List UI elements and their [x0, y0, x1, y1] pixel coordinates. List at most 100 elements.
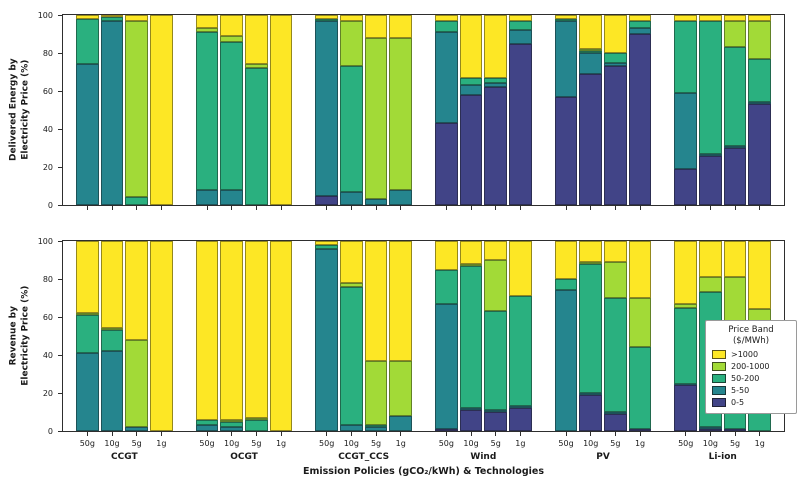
- stacked-bar-ccgt-ccs-50g: [315, 15, 339, 210]
- bar-segment-gt1000: [579, 15, 603, 50]
- x-tick-mark: [639, 432, 641, 436]
- bar-segment-b5-50: [125, 427, 149, 431]
- stacked-bar-ccgt-ccs-5g: 5g: [364, 241, 388, 448]
- bar-segment-b5-50: [554, 20, 578, 97]
- bar-segment-b0-5: [604, 66, 627, 205]
- bar-group-ocgt: 50g 10g 5g 1g OCGT: [192, 241, 297, 462]
- x-tick-label: 50g: [558, 439, 574, 448]
- legend-title-line1: Price Band: [728, 325, 774, 335]
- x-tick-mark: [400, 206, 402, 210]
- x-tick-mark: [111, 206, 113, 210]
- stacked-bar-ccgt-ccs-1g: 1g: [389, 241, 413, 448]
- bar-segment-b5-50: [315, 20, 339, 196]
- bar-segment-gt1000: [723, 15, 747, 21]
- x-tick-label: 5g: [251, 439, 262, 448]
- stacked-bar-ocgt-5g: 5g: [245, 241, 268, 448]
- bar-segment-gt1000: [628, 15, 652, 21]
- stacked-bar-li-ion-5g: [723, 15, 747, 210]
- bar-segment-b5-50: [579, 53, 603, 74]
- bar-segment-gt1000: [195, 241, 219, 420]
- bar-segment-gt1000: [604, 241, 627, 262]
- bar-segment-b200-1000: [125, 20, 149, 198]
- bar-segment-gt1000: [554, 15, 578, 19]
- bar-segment-b0-5: [628, 34, 652, 205]
- bar-segment-b50-200: [674, 307, 698, 384]
- bar-segment-b5-50: [340, 425, 363, 431]
- bar-segment-b200-1000: [340, 20, 363, 67]
- legend-entry-label: 200-1000: [731, 362, 770, 372]
- bar-segment-b200-1000: [579, 49, 603, 52]
- legend: Price Band ($/MWh) >1000 200-1000 50-200 5-…: [705, 320, 797, 415]
- legend-entries: >1000 200-1000 50-200 5-50 0-5: [712, 350, 790, 408]
- bar-segment-gt1000: [699, 241, 722, 278]
- bar-segment-gt1000: [125, 241, 149, 340]
- x-tick-label: 50g: [199, 439, 215, 448]
- x-tick-mark: [445, 206, 447, 210]
- bar-segment-b50-200: [195, 32, 219, 190]
- bar-segment-b0-5: [699, 155, 722, 205]
- bar-segment-b5-50: [674, 383, 698, 386]
- bar-segment-gt1000: [628, 241, 652, 299]
- bar-segment-b0-5: [315, 195, 339, 205]
- bar-segment-gt1000: [554, 241, 578, 280]
- stacked-bar-wind-50g: [435, 15, 458, 210]
- bar-segment-b0-5: [509, 408, 532, 431]
- bar-segment-b5-50: [484, 83, 508, 88]
- x-tick-mark: [326, 432, 328, 436]
- bar-segment-b50-200: [195, 419, 219, 426]
- bar-segment-b200-1000: [245, 64, 268, 69]
- bar-segment-b50-200: [604, 53, 627, 63]
- x-tick-label: 1g: [634, 439, 646, 448]
- x-tick-mark: [470, 206, 472, 210]
- stacked-bar-wind-5g: 5g: [484, 241, 508, 448]
- x-tick-mark: [709, 432, 711, 436]
- bar-segment-b5-50: [195, 189, 219, 205]
- bar-segment-b50-200: [628, 347, 652, 430]
- x-tick-mark: [231, 432, 233, 436]
- x-tick-mark: [614, 206, 616, 210]
- bar-segment-b5-50: [100, 351, 124, 431]
- stacked-bar-ocgt-10g: 10g: [220, 241, 244, 448]
- stacked-bar-ccgt-50g: [76, 15, 99, 210]
- stacked-bar-ccgt-10g: 10g: [100, 241, 124, 448]
- stacked-bar-wind-10g: [459, 15, 483, 210]
- bar-segment-b50-200: [723, 47, 747, 147]
- bar-segment-b5-50: [723, 146, 747, 148]
- bar-segment-b5-50: [459, 85, 483, 95]
- bar-segment-b5-50: [509, 30, 532, 44]
- bar-segment-b50-200: [509, 20, 532, 31]
- bar-segment-gt1000: [459, 15, 483, 78]
- bar-segment-gt1000: [315, 241, 339, 245]
- y-tick-mark: [58, 393, 62, 394]
- bar-segment-gt1000: [100, 15, 124, 17]
- bar-segment-b200-1000: [195, 28, 219, 33]
- bar-segment-b0-5: [674, 168, 698, 205]
- y-tick-label: 100: [37, 11, 53, 20]
- bar-segment-b200-1000: [245, 417, 268, 420]
- bar-segment-gt1000: [674, 241, 698, 304]
- bar-segment-gt1000: [389, 241, 413, 361]
- stacked-bar-ccgt-50g: 50g: [76, 241, 99, 448]
- legend-entry-gt1000: >1000: [712, 350, 790, 360]
- bar-segment-b200-1000: [723, 20, 747, 48]
- bar-segment-gt1000: [150, 241, 173, 431]
- y-tick-label: 40: [42, 351, 53, 360]
- bar-segment-b0-5: [604, 413, 627, 431]
- x-tick-mark: [375, 432, 377, 436]
- bar-segment-gt1000: [150, 15, 173, 205]
- bar-segment-b5-50: [579, 393, 603, 395]
- x-tick-mark: [255, 206, 257, 210]
- bar-segment-b50-200: [364, 425, 388, 428]
- bar-segment-b0-5: [723, 148, 747, 205]
- x-tick-mark: [565, 206, 567, 210]
- y-tick-label: 40: [42, 125, 53, 134]
- y-axis: 0 20 40 60 80 100: [20, 11, 62, 210]
- x-tick-label: 50g: [79, 439, 95, 448]
- bar-segment-b200-1000: [220, 35, 244, 42]
- y-tick-mark: [58, 129, 62, 130]
- legend-entry-label: >1000: [731, 350, 759, 360]
- group-label-ocgt: OCGT: [230, 452, 258, 462]
- bar-segment-b5-50: [76, 353, 99, 431]
- bar-segment-b5-50: [364, 427, 388, 431]
